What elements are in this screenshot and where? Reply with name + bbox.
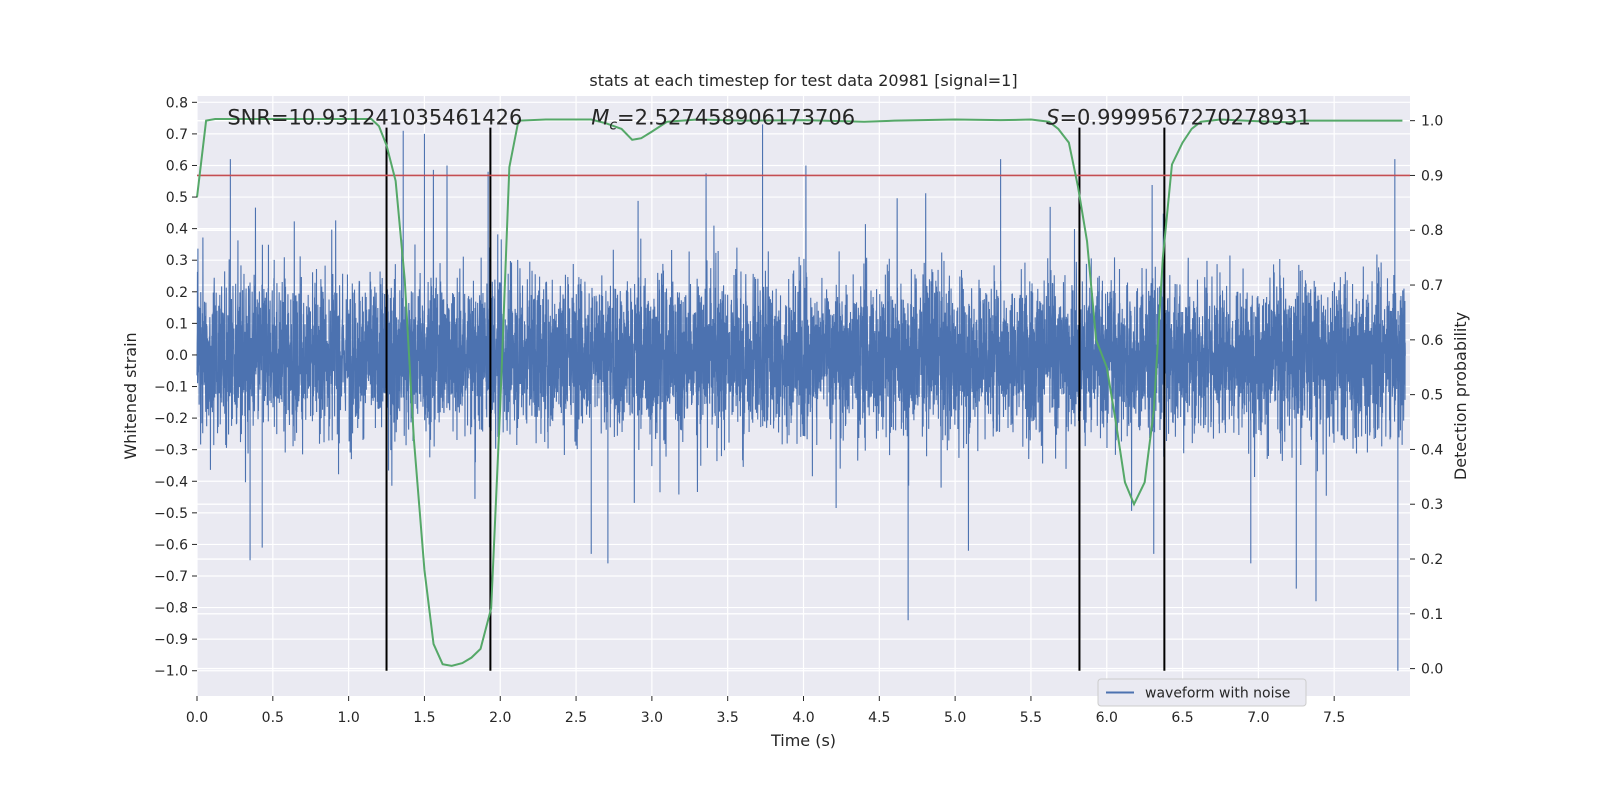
y2-tick-label: 0.6 [1421,333,1443,349]
y-tick-label: −0.9 [154,632,188,648]
y2-axis-label: Detection probability [1451,312,1470,480]
plot-area [196,118,1410,671]
x-tick-label: 2.5 [565,710,587,726]
y-tick-label: −0.5 [154,506,188,522]
x-axis: 0.0 0.5 1.0 1.5 2.0 2.5 3.0 3.5 4.0 4.5 5.0 5.5 6.0 6… [186,696,1345,726]
y2-tick-label: 0.7 [1421,278,1443,294]
y-tick-label: −0.4 [154,474,188,490]
legend-label: waveform with noise [1145,686,1290,702]
mc-value: =2.527458906173706 [617,105,855,129]
x-tick-label: 3.0 [641,710,663,726]
x-tick-label: 3.5 [717,710,739,726]
s-symbol: S [1046,105,1059,129]
y2-tick-label: 0.9 [1421,168,1443,184]
x-tick-label: 5.0 [944,710,966,726]
legend: waveform with noise [1097,678,1307,707]
y2-tick-label: 0.0 [1421,662,1443,678]
y-tick-label: 0.5 [166,190,188,206]
snr-annotation: SNR=10.931241035461426 [227,105,522,129]
y-tick-label: 0.4 [166,222,188,238]
x-axis-label: Time (s) [770,731,836,750]
chart-title: stats at each timestep for test data 209… [589,71,1017,90]
y2-tick-label: 0.1 [1421,607,1443,623]
chirp-mass-annotation: Mc=2.527458906173706 [591,105,855,133]
y-axis: −1.0 −0.9 −0.8 −0.7 −0.6 −0.5 −0.4 −0.3 −0.2 −0.1… [154,95,197,680]
y-tick-label: −0.3 [154,443,188,459]
y2-tick-label: 0.2 [1421,552,1443,568]
x-tick-label: 4.5 [868,710,890,726]
x-tick-label: 0.5 [262,710,284,726]
y-tick-label: 0.3 [166,253,188,269]
y-tick-label: 0.8 [166,95,188,111]
x-tick-label: 0.0 [186,710,208,726]
x-tick-label: 1.5 [413,710,435,726]
s-annotation: S=0.9999567270278931 [1046,105,1311,129]
y-tick-label: −0.1 [154,380,188,396]
event-markers [385,127,1166,671]
x-tick-label: 4.0 [792,710,814,726]
x-tick-label: 5.5 [1020,710,1042,726]
y-tick-label: 0.2 [166,285,188,301]
y-axis-label: Whitened strain [121,332,140,459]
y2-axis: 0.0 0.1 0.2 0.3 0.4 0.5 0.6 0.7 0.8 0.9 1.0 [1410,114,1443,678]
x-tick-label: 1.0 [337,710,359,726]
y2-tick-label: 0.5 [1421,388,1443,404]
x-tick-label: 2.0 [489,710,511,726]
y-tick-label: −0.7 [154,569,188,585]
y-tick-label: −0.6 [154,537,188,553]
legend-box [1097,678,1307,707]
y-tick-label: −0.2 [154,411,188,427]
y2-tick-label: 1.0 [1421,114,1443,130]
y-tick-label: 0.7 [166,127,188,143]
y-tick-label: −1.0 [154,664,188,680]
probability-series [196,118,1403,667]
y2-tick-label: 0.4 [1421,442,1443,458]
y-tick-label: 0.1 [166,316,188,332]
s-value: =0.9999567270278931 [1059,105,1310,129]
y-tick-label: 0.0 [166,348,188,364]
waveform-series [196,124,1406,671]
y-tick-label: 0.6 [166,158,188,174]
mc-symbol: M [591,105,609,129]
x-tick-label: 7.0 [1247,710,1269,726]
x-tick-label: 6.5 [1171,710,1193,726]
y2-tick-label: 0.8 [1421,223,1443,239]
x-tick-label: 7.5 [1323,710,1345,726]
y-tick-label: −0.8 [154,601,188,617]
y2-tick-label: 0.3 [1421,497,1443,513]
mc-subscript: c [609,117,617,133]
x-tick-label: 6.0 [1096,710,1118,726]
